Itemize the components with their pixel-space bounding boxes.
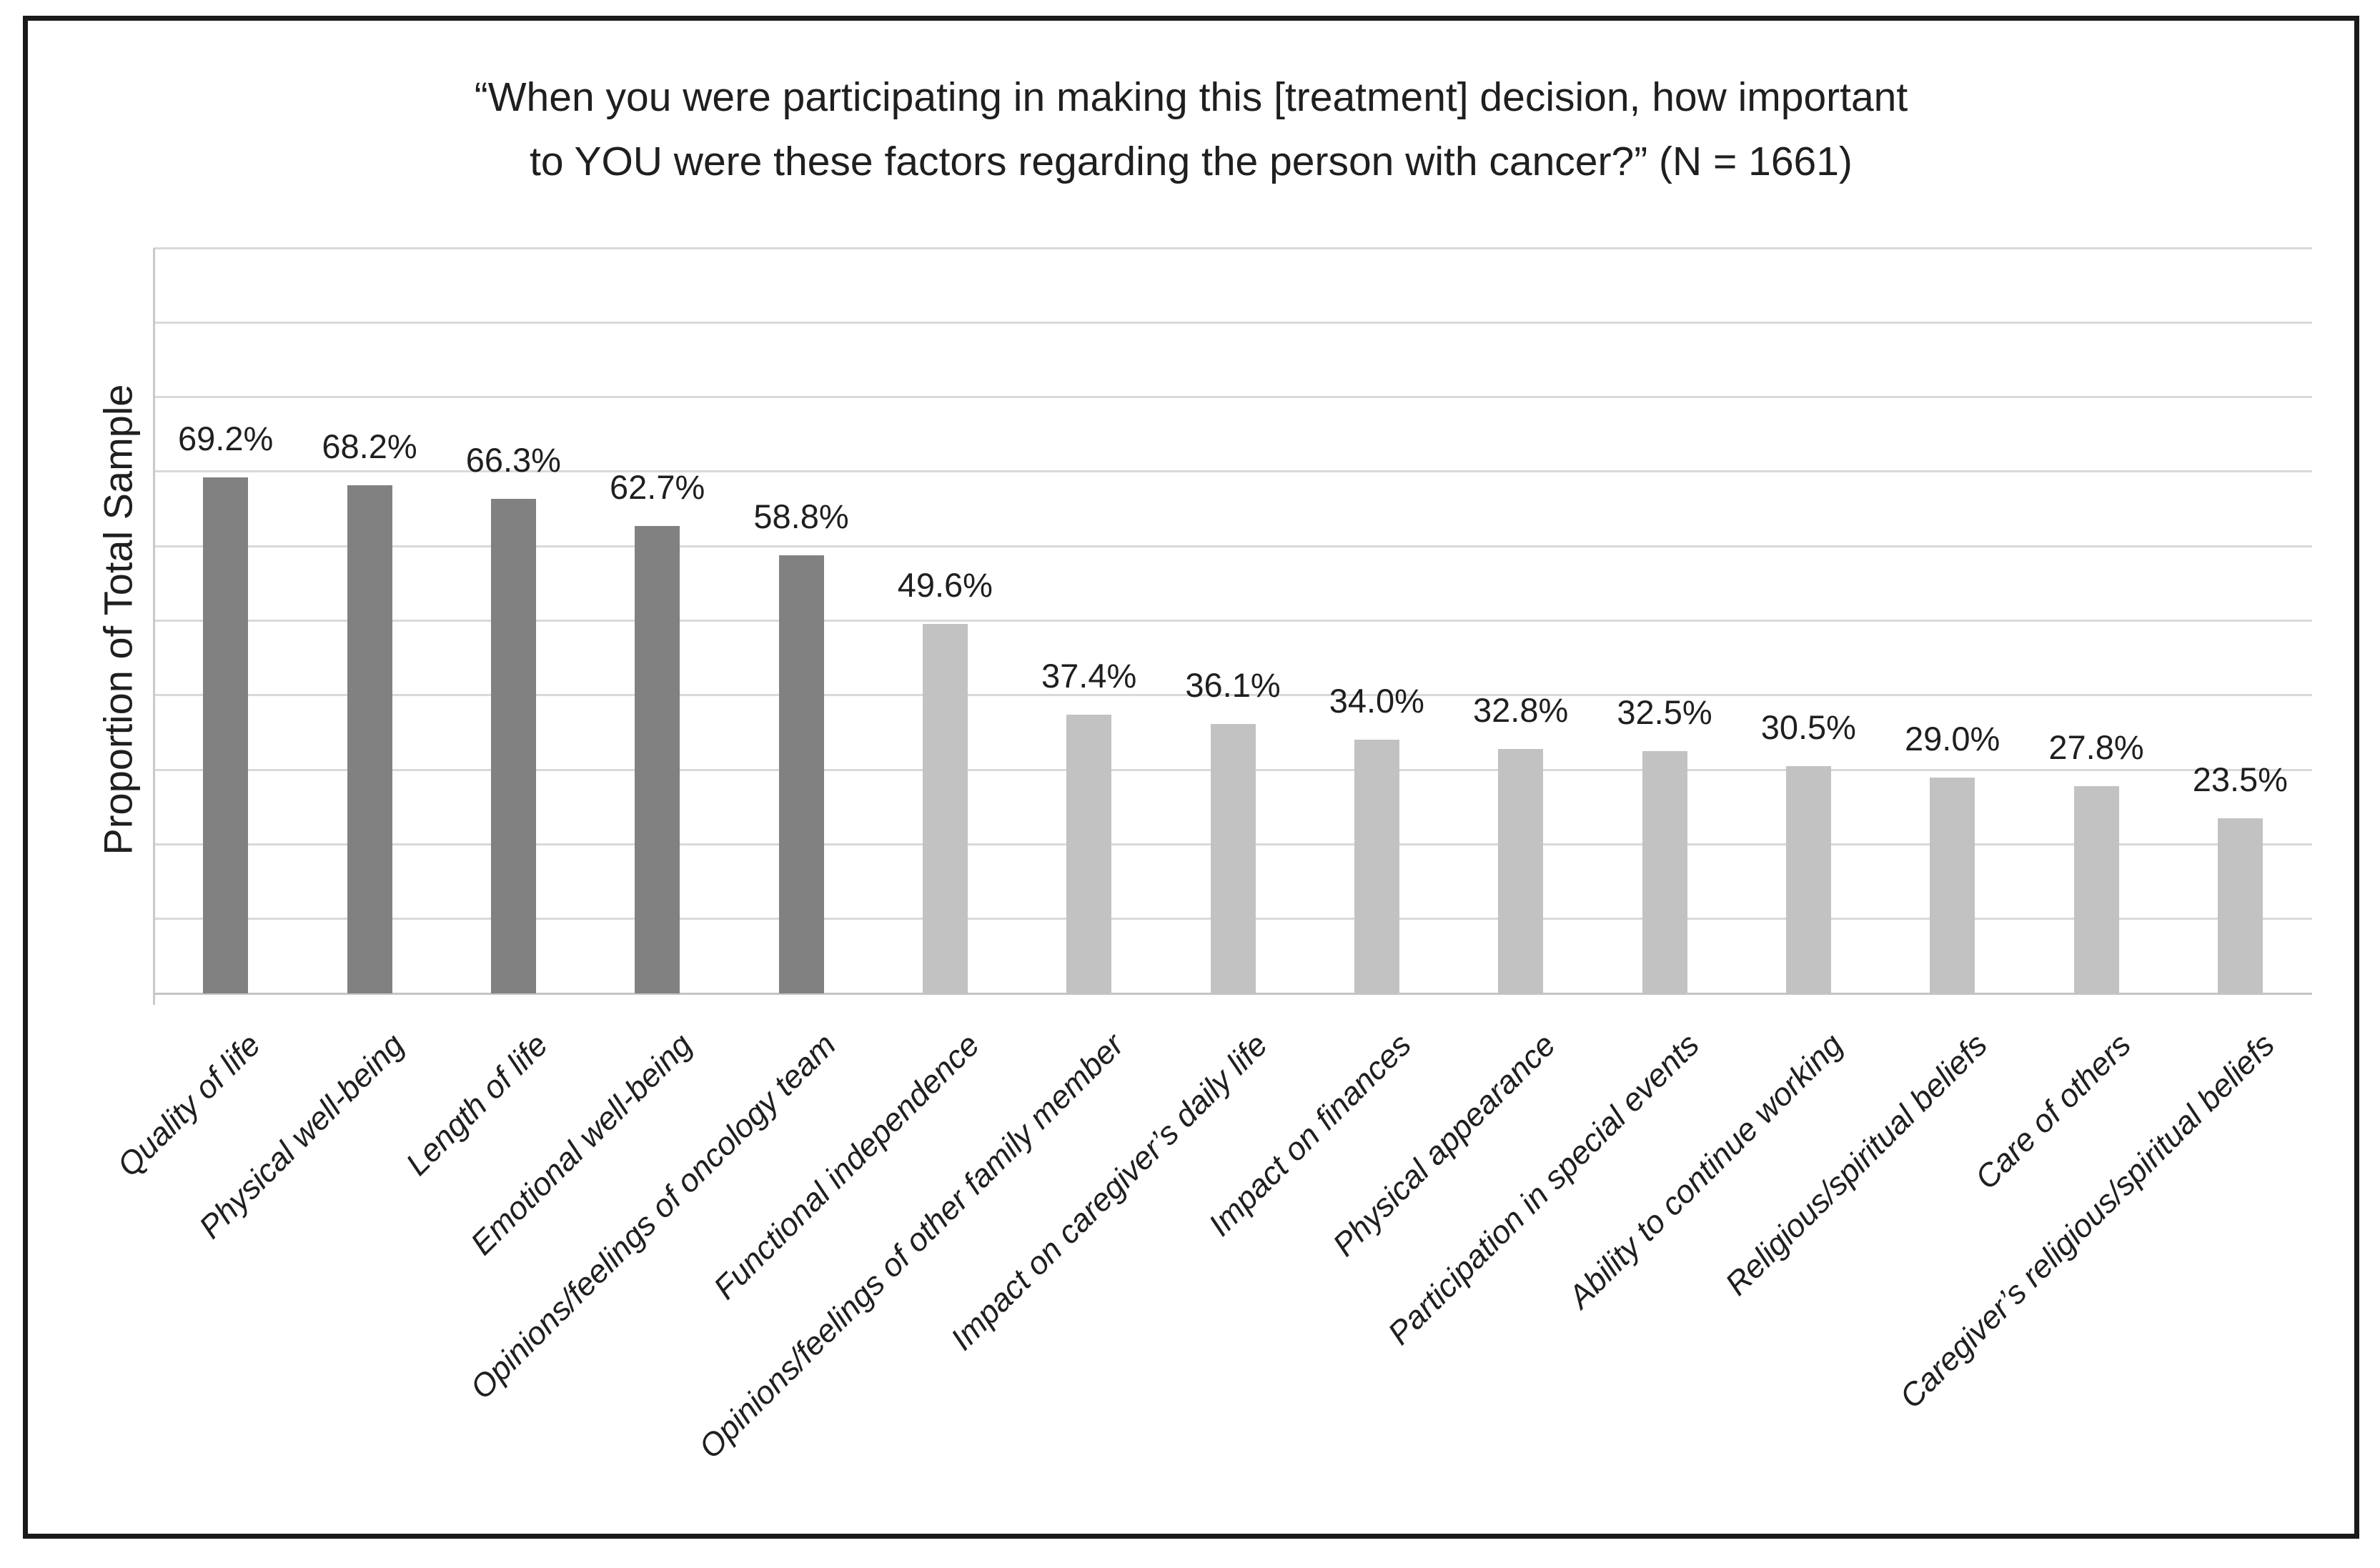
bar <box>1642 751 1687 993</box>
bar-value-label: 37.4% <box>1041 656 1137 695</box>
chart-title: “When you were participating in making t… <box>28 65 2354 194</box>
bar <box>1066 714 1112 993</box>
bar-value-label: 30.5% <box>1760 708 1856 746</box>
bar <box>1498 748 1544 993</box>
gridline <box>154 545 2312 547</box>
bar <box>2073 786 2119 993</box>
category-label: Functional independence <box>706 1026 987 1306</box>
bar-value-label: 69.2% <box>178 420 274 458</box>
category-label: Quality of life <box>109 1026 267 1184</box>
category-label: Ability to continue working <box>1561 1026 1850 1315</box>
bar-value-label: 32.5% <box>1617 693 1712 732</box>
gridline <box>154 396 2312 399</box>
bar-value-label: 58.8% <box>753 497 849 535</box>
bar <box>778 555 824 993</box>
bar-value-label: 66.3% <box>465 441 561 480</box>
bar <box>1210 724 1256 993</box>
bar-value-label: 68.2% <box>322 427 417 465</box>
x-axis-baseline <box>154 992 2312 995</box>
y-axis-line <box>153 248 155 1005</box>
chart-title-line1: “When you were participating in making t… <box>474 74 1908 120</box>
category-label: Length of life <box>399 1026 555 1183</box>
gridline <box>154 321 2312 324</box>
bar-value-label: 23.5% <box>2192 760 2288 798</box>
bar-value-label: 49.6% <box>897 565 993 604</box>
bar-value-label: 27.8% <box>2048 728 2144 767</box>
bar <box>1930 777 1975 993</box>
chart-canvas: “When you were participating in making t… <box>28 21 2354 1534</box>
bar <box>2217 818 2263 993</box>
bar <box>1785 765 1831 993</box>
gridline <box>154 620 2312 622</box>
chart-figure-frame: “When you were participating in making t… <box>23 16 2359 1539</box>
gridline <box>154 247 2312 249</box>
bar-value-label: 34.0% <box>1329 682 1424 720</box>
bar <box>922 623 968 993</box>
bar <box>490 499 536 993</box>
bar <box>635 526 680 993</box>
bar-value-label: 29.0% <box>1905 719 2000 758</box>
category-label: Participation in special events <box>1380 1026 1707 1352</box>
gridline <box>154 694 2312 697</box>
bar <box>1354 740 1399 993</box>
bar <box>347 485 392 993</box>
bar-value-label: 36.1% <box>1185 666 1281 705</box>
bar-value-label: 62.7% <box>610 468 705 507</box>
chart-title-line2: to YOU were these factors regarding the … <box>530 139 1853 184</box>
bar-value-label: 32.8% <box>1473 690 1569 729</box>
category-label: Religious/spiritual beliefs <box>1717 1026 1994 1303</box>
bar <box>203 477 249 993</box>
gridline <box>154 470 2312 473</box>
